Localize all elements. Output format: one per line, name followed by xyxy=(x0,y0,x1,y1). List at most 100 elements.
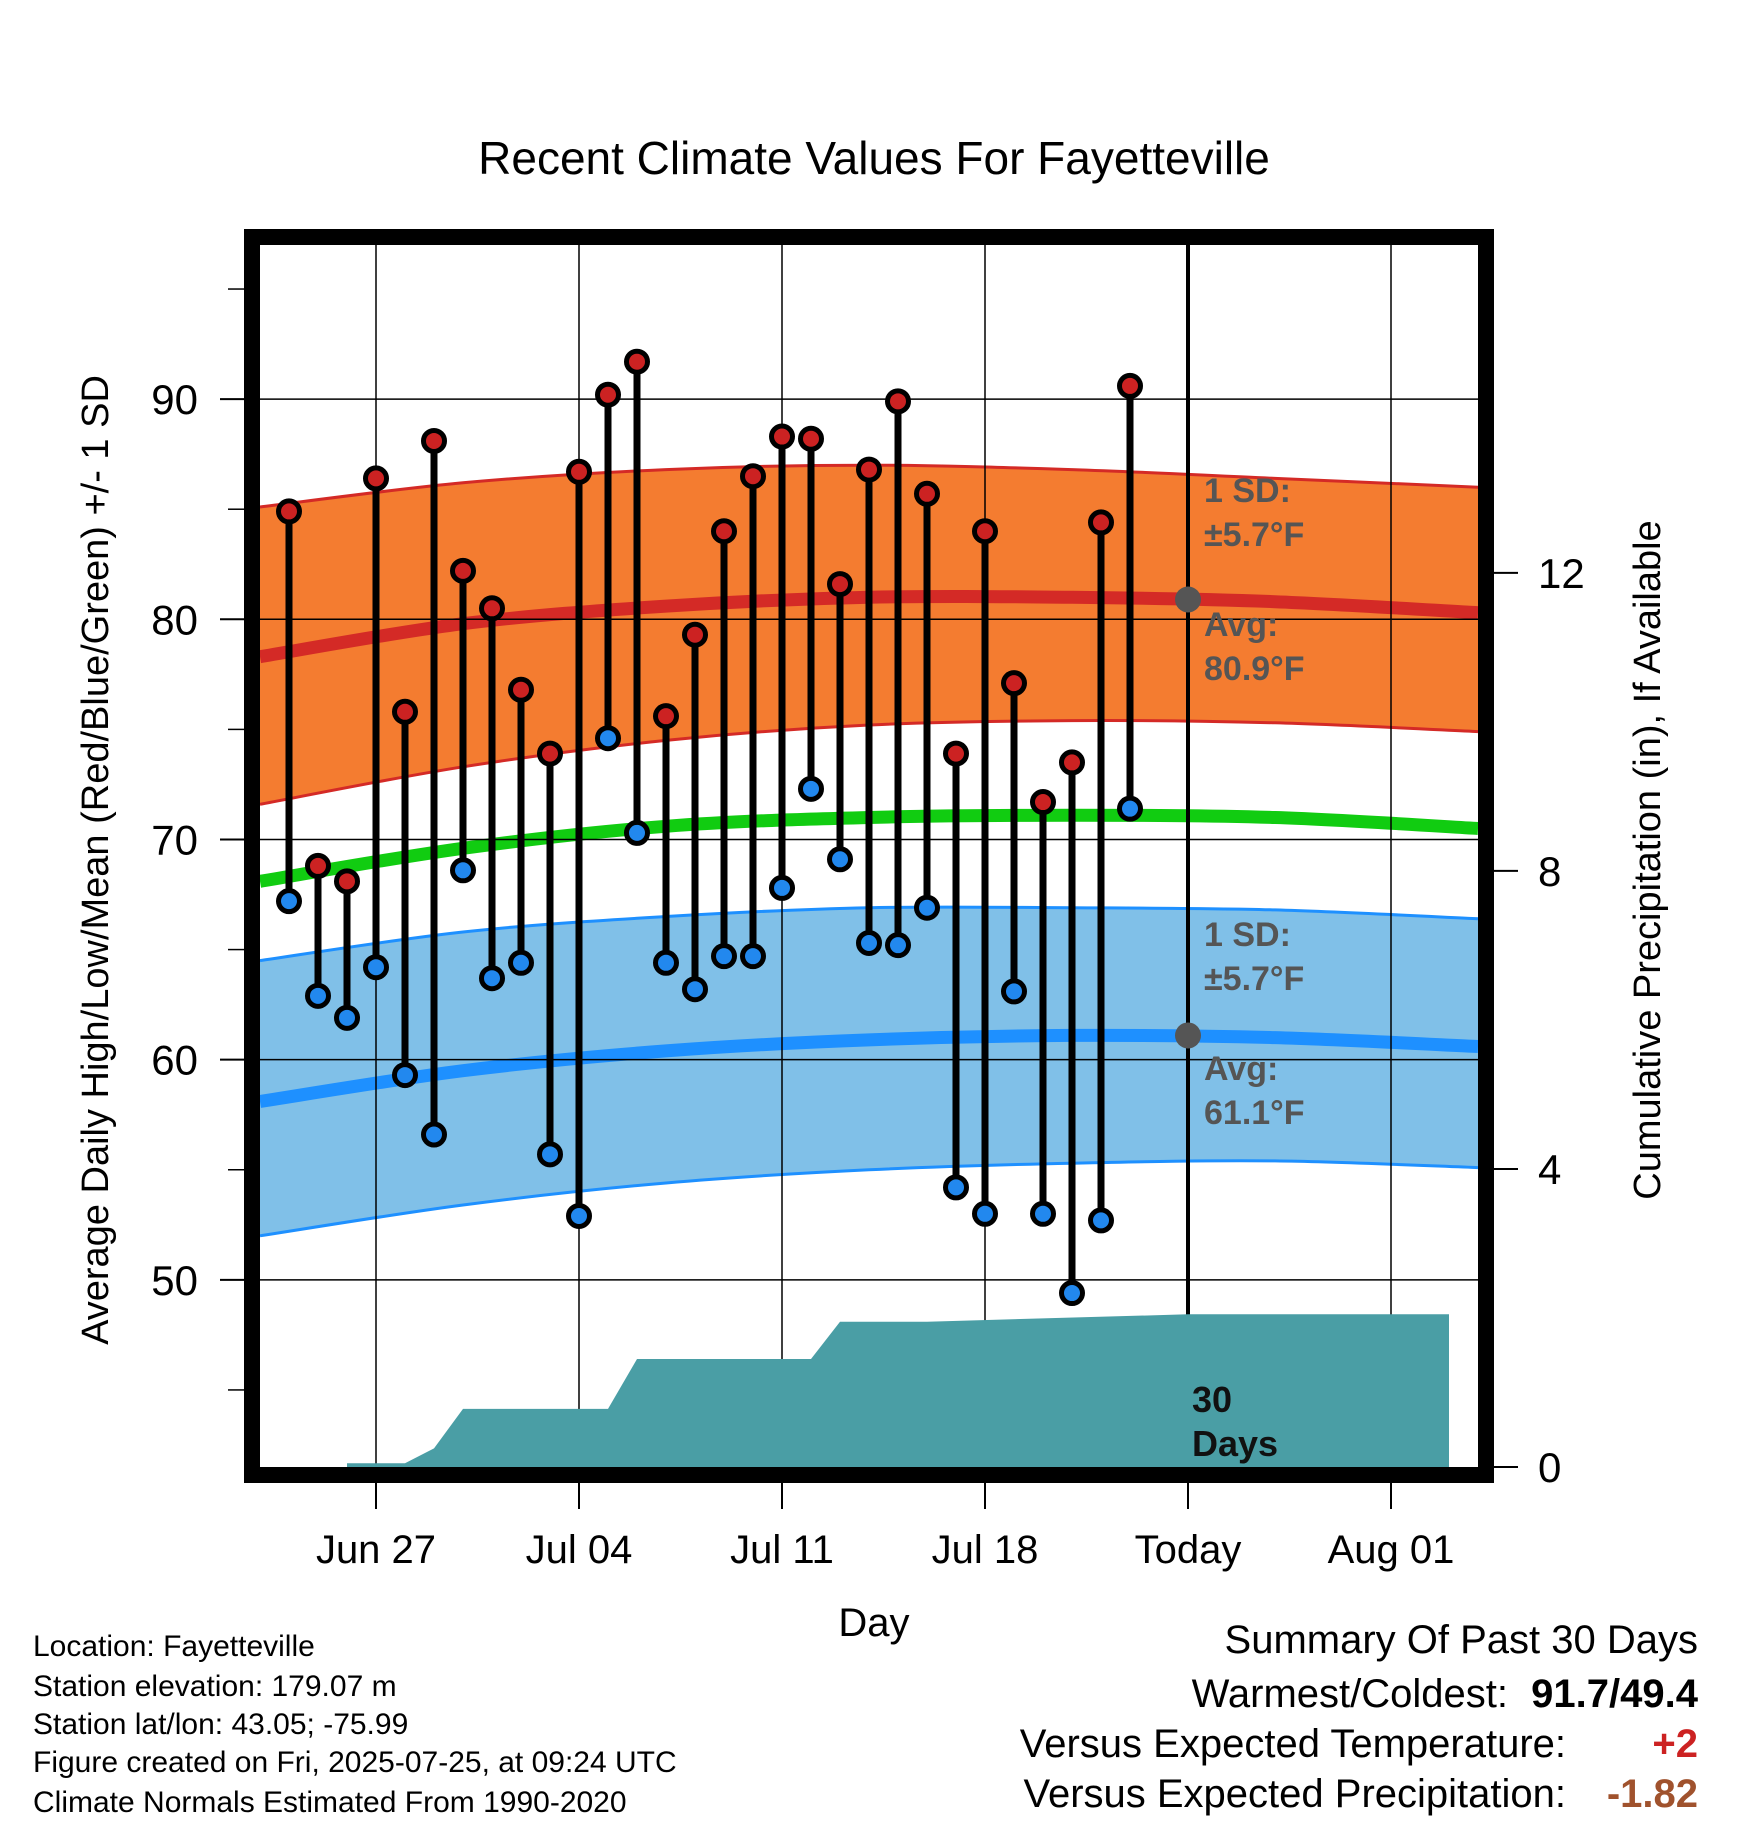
summary-precip-label: Versus Expected Precipitation: xyxy=(1023,1772,1566,1816)
daily-low-point xyxy=(392,1062,418,1089)
high-sd-label: 1 SD: xyxy=(1204,472,1291,510)
daily-low-point xyxy=(1088,1207,1114,1234)
daily-markers xyxy=(276,348,1201,1307)
plot-frame xyxy=(244,229,1494,1483)
y-tick-label: 50 xyxy=(151,1257,198,1304)
daily-low-point xyxy=(885,932,911,959)
low-sd-band xyxy=(260,907,1478,1236)
x-tick-label: Jul 11 xyxy=(730,1528,834,1572)
y2-tick-label: 4 xyxy=(1538,1146,1561,1193)
summary-temp-label: Versus Expected Temperature: xyxy=(1019,1722,1566,1766)
daily-high-point xyxy=(1088,509,1114,536)
x-tick-label: Today xyxy=(1135,1528,1242,1572)
y2-tick-label: 0 xyxy=(1538,1444,1561,1491)
daily-high-point xyxy=(305,852,331,879)
high-sd-value: ±5.7°F xyxy=(1204,516,1304,554)
info-location: Location: Fayetteville xyxy=(33,1630,315,1663)
daily-high-point xyxy=(1059,749,1085,776)
info-normals: Climate Normals Estimated From 1990-2020 xyxy=(33,1786,627,1819)
low-sd-label: 1 SD: xyxy=(1204,916,1291,954)
today-low-avg-point xyxy=(1175,1022,1201,1049)
daily-high-point xyxy=(421,427,447,454)
daily-low-point xyxy=(305,982,331,1009)
high-avg-value: 80.9°F xyxy=(1204,650,1305,688)
low-sd-value: ±5.7°F xyxy=(1204,960,1304,998)
info-created: Figure created on Fri, 2025-07-25, at 09… xyxy=(33,1746,677,1779)
x-tick-label: Jul 18 xyxy=(932,1528,1039,1572)
daily-high-point xyxy=(595,381,621,408)
daily-low-point xyxy=(1059,1280,1085,1307)
precipitation-area xyxy=(347,1314,1449,1467)
daily-high-point xyxy=(566,458,592,485)
daily-high-point xyxy=(856,456,882,483)
daily-high-point xyxy=(798,425,824,452)
x-tick-label: Aug 01 xyxy=(1328,1528,1455,1572)
summary-warmest-label: Warmest/Coldest: xyxy=(1191,1672,1508,1716)
summary-title: Summary Of Past 30 Days xyxy=(1224,1618,1698,1662)
daily-low-point xyxy=(1001,978,1027,1005)
y-axis-label: Average Daily High/Low/Mean (Red/Blue/Gr… xyxy=(75,375,117,1345)
daily-high-point xyxy=(363,465,389,492)
daily-low-point xyxy=(972,1200,998,1227)
daily-low-point xyxy=(711,943,737,970)
high-avg-label: Avg: xyxy=(1204,606,1278,644)
daily-low-point xyxy=(595,725,621,752)
daily-low-point xyxy=(740,943,766,970)
daily-low-point xyxy=(798,775,824,802)
daily-high-point xyxy=(885,388,911,415)
info-latlon: Station lat/lon: 43.05; -75.99 xyxy=(33,1708,409,1741)
daily-low-point xyxy=(566,1202,592,1229)
y2-tick-label: 12 xyxy=(1538,550,1585,597)
summary-precip-value: -1.82 xyxy=(1606,1772,1698,1816)
daily-high-point xyxy=(624,348,650,375)
low-avg-line xyxy=(259,1028,1479,1108)
daily-low-point xyxy=(508,949,534,976)
daily-low-point xyxy=(1117,795,1143,822)
daily-low-point xyxy=(827,846,853,873)
y-tick-label: 90 xyxy=(151,376,198,423)
daily-high-point xyxy=(537,740,563,767)
daily-high-point xyxy=(711,518,737,545)
y-tick-label: 80 xyxy=(151,596,198,643)
daily-high-point xyxy=(334,868,360,895)
low-sd-lower-line xyxy=(259,1159,1479,1238)
precip-days-number: 30 xyxy=(1192,1379,1232,1420)
daily-high-point xyxy=(1117,372,1143,399)
precip-area xyxy=(347,1314,1449,1467)
daily-range-stems xyxy=(285,361,1134,1294)
daily-low-point xyxy=(421,1121,447,1148)
daily-low-point xyxy=(682,976,708,1003)
daily-high-point xyxy=(943,740,969,767)
daily-high-point xyxy=(479,595,505,622)
daily-high-point xyxy=(740,463,766,490)
band-annotations: 1 SD: ±5.7°F Avg: 80.9°F 1 SD: ±5.7°F Avg: 61.1… xyxy=(1192,472,1305,1464)
chart-title: Recent Climate Values For Fayetteville xyxy=(478,132,1270,184)
y2-axis-label: Cumulative Precipitation (in), If Availa… xyxy=(1627,520,1669,1199)
low-avg-value: 61.1°F xyxy=(1204,1094,1305,1132)
axes: 50 60 70 80 90 0 4 8 12 Jun 27 Jul 04 Jul 11 Jul 18 T… xyxy=(151,229,1585,1572)
y-tick-label: 70 xyxy=(151,816,198,863)
daily-low-point xyxy=(943,1174,969,1201)
daily-high-point xyxy=(827,571,853,598)
daily-high-point xyxy=(276,498,302,525)
y2-tick-label: 8 xyxy=(1538,848,1561,895)
daily-low-point xyxy=(450,857,476,884)
daily-high-point xyxy=(450,557,476,584)
x-tick-label: Jun 27 xyxy=(316,1528,436,1572)
daily-high-point xyxy=(1001,670,1027,697)
daily-low-point xyxy=(653,949,679,976)
daily-low-point xyxy=(276,888,302,915)
x-tick-label: Jul 04 xyxy=(526,1528,633,1572)
daily-low-point xyxy=(537,1141,563,1168)
daily-low-point xyxy=(1030,1200,1056,1227)
info-elevation: Station elevation: 179.07 m xyxy=(33,1670,397,1703)
daily-low-point xyxy=(479,965,505,992)
daily-high-point xyxy=(1030,789,1056,816)
daily-low-point xyxy=(624,819,650,846)
daily-low-point xyxy=(334,1004,360,1031)
daily-high-point xyxy=(682,621,708,648)
daily-low-point xyxy=(914,894,940,921)
y-tick-label: 60 xyxy=(151,1037,198,1084)
daily-low-point xyxy=(856,929,882,956)
